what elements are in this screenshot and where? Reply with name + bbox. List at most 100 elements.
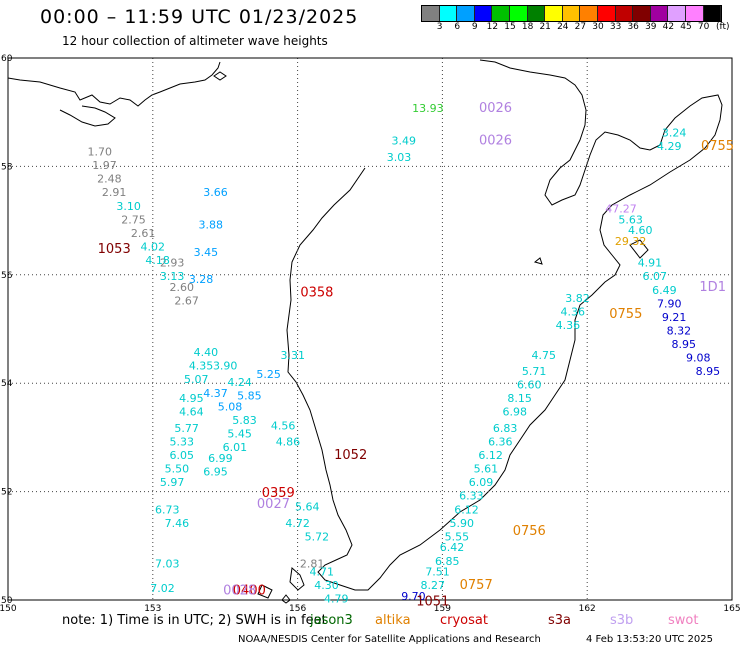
colorbar-swatch	[703, 6, 722, 21]
colorbar-swatch	[474, 6, 493, 21]
colorbar-swatch	[562, 6, 581, 21]
wave-height-label: 5.90	[449, 517, 474, 530]
wave-height-label: 4.60	[628, 224, 653, 237]
colorbar-tick: 70	[697, 22, 710, 32]
generation-timestamp: 4 Feb 13:53:20 UTC 2025	[586, 634, 713, 645]
wave-height-label: 9.70	[401, 590, 426, 603]
colorbar-swatch	[668, 6, 686, 21]
wave-height-label: 3.13	[160, 270, 185, 283]
pass-time-label: 0359	[262, 486, 295, 501]
colorbar-tick: 42	[662, 22, 675, 32]
wave-height-label: 5.07	[184, 373, 209, 386]
wave-height-label: 2.81	[300, 557, 325, 570]
map-border	[7, 57, 733, 601]
satellite-legend-s3a: s3a	[548, 613, 572, 628]
wave-height-label: 1.70	[87, 146, 112, 159]
colorbar-swatch	[509, 6, 528, 21]
pass-time-label: 0026	[479, 101, 512, 116]
kuril-island-2	[257, 584, 273, 599]
chart-title: 00:00 – 11:59 UTC 01/23/2025	[40, 6, 359, 28]
wave-height-label: 7.02	[150, 582, 175, 595]
colorbar-swatch	[650, 6, 669, 21]
wave-height-label: 5.63	[618, 213, 643, 226]
wave-height-label: 2.61	[131, 227, 156, 240]
wave-height-label: 3.45	[194, 246, 219, 259]
wave-height-label: 8.95	[671, 338, 696, 351]
wave-height-label: 1.97	[92, 159, 117, 172]
wave-height-label: 5.25	[256, 368, 281, 381]
pass-time-label: 0358	[300, 285, 333, 300]
wave-height-label: 2.48	[97, 173, 122, 186]
wave-height-label: 6.12	[478, 449, 503, 462]
wave-height-label: 9.08	[686, 352, 711, 365]
pass-time-label: 0027	[257, 497, 290, 512]
altimeter-tracks: 1.701.972.482.91 2.752.61 2.93 2.602.67 2.81…	[87, 102, 720, 606]
wave-height-label: 4.40	[194, 346, 219, 359]
wave-height-label: 5.72	[305, 530, 330, 543]
wave-height-label: 5.45	[227, 427, 252, 440]
wave-height-label: 4.86	[276, 436, 301, 449]
colorbar-tick-labels: 3 6 9 12 15 18 21 24 27 30 33 36 39 42 45 70	[421, 22, 740, 34]
wave-height-label: 4.79	[324, 593, 349, 606]
wave-height-label: 4.35	[189, 360, 214, 373]
colorbar-tick: 12	[486, 22, 499, 32]
chart-subtitle: 12 hour collection of altimeter wave hei…	[62, 34, 328, 48]
coastline	[7, 59, 723, 604]
lat-lon-grid	[8, 58, 732, 600]
wave-height-colorbar	[421, 5, 723, 22]
colorbar-swatch	[597, 6, 616, 21]
island-karaginsky	[629, 239, 649, 259]
lon-tick-label: 150	[0, 604, 17, 614]
wave-height-label: 6.36	[488, 436, 513, 449]
wave-height-label: 47.27	[605, 202, 637, 215]
lat-tick-label: 58	[1, 162, 13, 172]
wave-height-label: 8.15	[507, 392, 532, 405]
island-small	[533, 257, 543, 265]
pass-time-label: 1D1	[699, 280, 726, 295]
koni-peninsula	[59, 105, 116, 127]
wave-height-label: 6.85	[435, 555, 460, 568]
wave-height-label: 6.07	[643, 270, 668, 283]
wave-height-label: 7.46	[165, 517, 190, 530]
colorbar-tick: 33	[609, 22, 622, 32]
colorbar-swatch	[545, 6, 563, 21]
wave-height-label: 2.93	[160, 257, 185, 270]
wave-height-label: 5.64	[295, 501, 320, 514]
wave-height-label: 5.08	[218, 400, 243, 413]
wave-height-label: 5.61	[474, 463, 499, 476]
wave-height-label: 2.75	[121, 213, 146, 226]
wave-height-label: 4.02	[141, 240, 166, 253]
wave-height-label: 6.95	[203, 465, 228, 478]
map-frame	[7, 57, 733, 601]
wave-height-label: 3.03	[387, 151, 412, 164]
pass-time-label: 0756	[513, 524, 546, 539]
wave-height-label: 4.95	[179, 392, 204, 405]
wave-height-label: 29.32	[615, 235, 647, 248]
wave-height-label: 6.49	[652, 284, 677, 297]
colorbar-swatch	[422, 6, 440, 21]
colorbar-tick: 18	[521, 22, 534, 32]
wave-height-label: 3.31	[281, 349, 306, 362]
lat-tick-label: 54	[1, 379, 13, 389]
wave-height-label: 4.18	[145, 254, 170, 267]
wave-height-label: 4.29	[657, 140, 682, 153]
pass-time-label: 0755	[609, 307, 642, 322]
footnote: note: 1) Time is in UTC; 2) SWH is in fe…	[62, 613, 327, 628]
pass-time-label: 0028	[223, 584, 256, 599]
kamchatka-coast	[286, 59, 723, 591]
colorbar-tick: 27	[574, 22, 587, 32]
wave-height-label: 5.83	[232, 414, 257, 427]
wave-height-label: 4.36	[560, 305, 585, 318]
lon-tick-label: 156	[289, 604, 306, 614]
colorbar-tick: 24	[557, 22, 569, 32]
lat-tick-label: 50	[1, 596, 13, 606]
wave-height-label: 2.91	[102, 186, 127, 199]
wave-height-label: 3.88	[198, 219, 223, 232]
wave-height-label: 2.60	[170, 281, 195, 294]
wave-height-label: 5.33	[170, 436, 195, 449]
lat-tick-label: 60	[1, 54, 13, 64]
lon-tick-label: 153	[144, 604, 161, 614]
pass-time-label: 1052	[334, 448, 367, 463]
wave-height-label: 4.71	[309, 566, 334, 579]
wave-height-label: 6.42	[440, 541, 465, 554]
